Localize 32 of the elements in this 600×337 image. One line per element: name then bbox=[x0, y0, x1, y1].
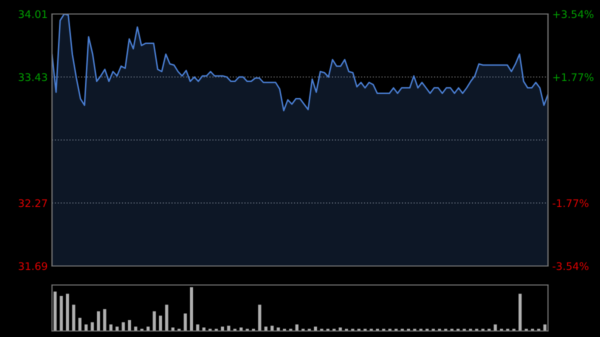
bar bbox=[276, 327, 280, 331]
bar bbox=[227, 326, 230, 331]
bar bbox=[338, 327, 342, 331]
bar bbox=[270, 326, 274, 331]
bar bbox=[184, 313, 187, 331]
bar bbox=[134, 326, 138, 331]
y-tick-label: 34.01 bbox=[18, 10, 47, 18]
y2-tick-label: +1.77% bbox=[553, 73, 594, 82]
bar bbox=[60, 296, 63, 331]
y2-tick-label: +3.54% bbox=[553, 10, 594, 18]
y-tick-label: 31.69 bbox=[18, 262, 48, 270]
bar bbox=[103, 309, 106, 331]
bar bbox=[122, 322, 125, 331]
bar bbox=[96, 311, 100, 331]
bar bbox=[78, 318, 82, 331]
bar bbox=[158, 316, 162, 331]
bar bbox=[165, 304, 168, 331]
bar bbox=[152, 311, 156, 331]
bar bbox=[66, 294, 70, 331]
y-tick-label: 32.27 bbox=[18, 199, 47, 208]
bar bbox=[518, 294, 522, 331]
bar bbox=[258, 304, 262, 331]
bar bbox=[72, 304, 76, 331]
bar bbox=[90, 322, 94, 331]
bar bbox=[54, 292, 57, 331]
y-tick-label: 33.43 bbox=[18, 73, 47, 82]
bar bbox=[128, 320, 132, 331]
y2-tick-label: -3.54% bbox=[552, 262, 588, 270]
y2-tick-label: -1.77% bbox=[552, 199, 588, 208]
bar bbox=[196, 324, 200, 331]
bar bbox=[190, 287, 194, 331]
bar bbox=[494, 324, 497, 331]
